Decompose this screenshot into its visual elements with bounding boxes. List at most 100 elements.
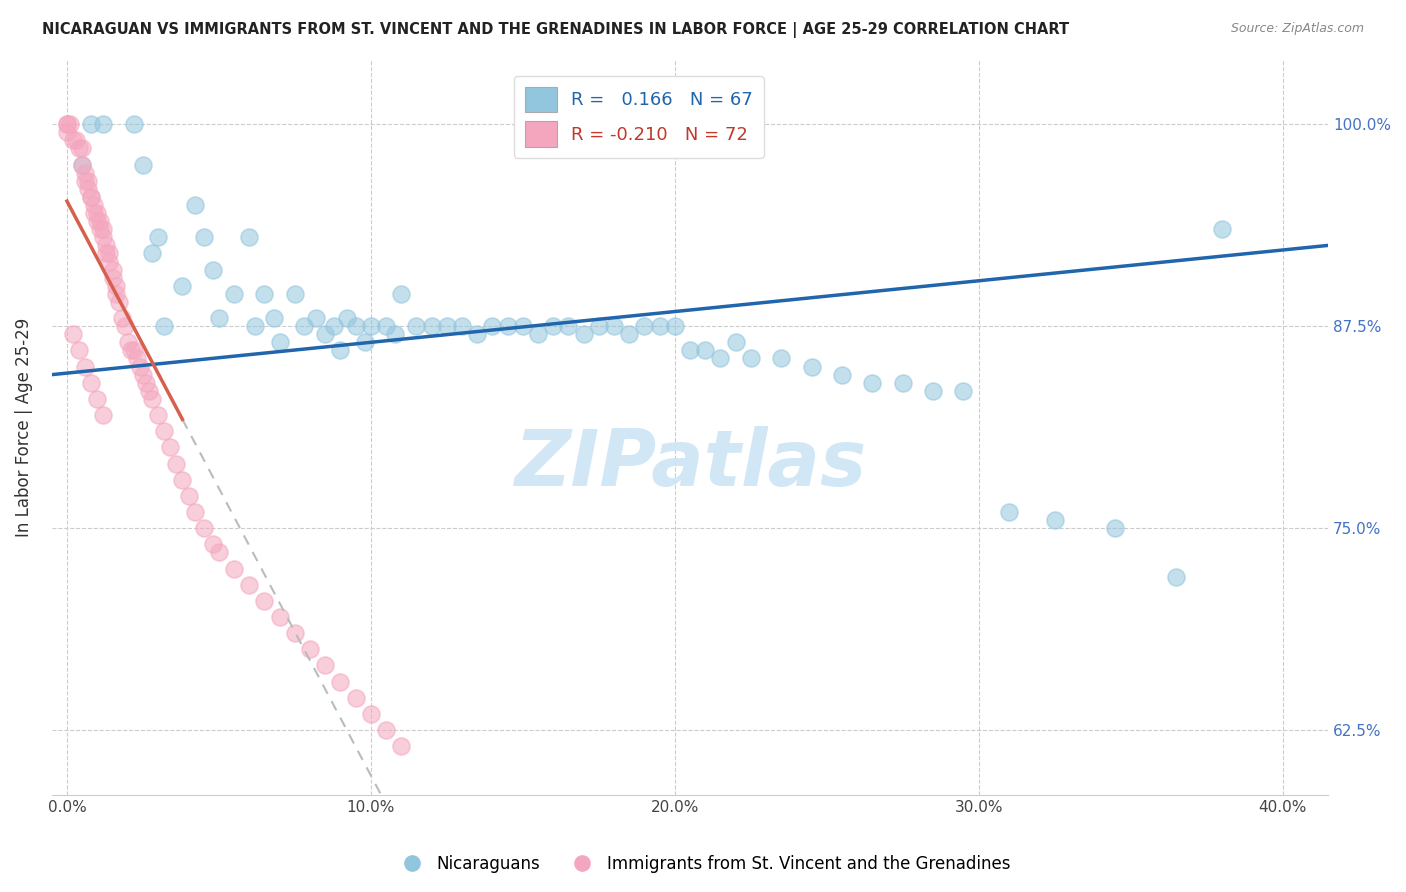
Point [193,230,215,244]
Point [481,319,503,334]
Y-axis label: In Labor Force | Age 25-29: In Labor Force | Age 25-29 [15,318,32,537]
Point [201,537,224,551]
Point [527,327,550,342]
Point [603,319,626,334]
Point [1166,569,1188,583]
Point [56,117,79,131]
Point [70,158,93,172]
Point [125,351,148,366]
Point [101,262,124,277]
Point [329,343,352,358]
Point [67,343,90,358]
Point [86,214,108,228]
Point [172,278,194,293]
Point [93,408,115,422]
Point [101,270,124,285]
Point [165,457,187,471]
Point [208,545,231,559]
Point [141,392,163,406]
Point [344,690,367,705]
Point [62,133,84,147]
Point [98,246,121,260]
Point [1104,521,1126,535]
Point [405,319,427,334]
Point [153,424,176,438]
Point [201,262,224,277]
Point [177,489,200,503]
Point [98,254,121,268]
Text: ZIPatlas: ZIPatlas [513,425,866,502]
Point [75,359,97,374]
Point [384,327,406,342]
Point [80,190,103,204]
Point [238,577,260,591]
Point [75,166,97,180]
Point [299,642,322,657]
Point [77,182,100,196]
Point [86,206,108,220]
Point [96,238,118,252]
Point [93,230,115,244]
Point [56,125,79,139]
Point [253,594,276,608]
Point [263,311,285,326]
Point [648,319,671,334]
Point [633,319,655,334]
Point [132,368,155,382]
Point [70,158,93,172]
Point [104,278,127,293]
Point [75,174,97,188]
Point [183,198,205,212]
Point [70,141,93,155]
Point [89,214,111,228]
Point [329,674,352,689]
Point [405,844,427,858]
Point [420,319,443,334]
Point [360,706,382,721]
Point [193,521,215,535]
Point [245,319,267,334]
Point [353,335,375,350]
Point [86,392,108,406]
Point [664,319,686,334]
Point [80,190,103,204]
Point [117,335,139,350]
Point [222,286,245,301]
Point [56,117,79,131]
Point [238,230,260,244]
Point [120,343,142,358]
Point [314,658,336,673]
Text: NICARAGUAN VS IMMIGRANTS FROM ST. VINCENT AND THE GRENADINES IN LABOR FORCE | AG: NICARAGUAN VS IMMIGRANTS FROM ST. VINCEN… [42,22,1070,38]
Point [153,319,176,334]
Point [89,222,111,236]
Point [770,351,793,366]
Point [451,319,474,334]
Point [323,319,346,334]
Point [128,359,150,374]
Point [512,319,534,334]
Point [998,505,1021,519]
Point [588,319,610,334]
Point [141,246,163,260]
Point [93,222,115,236]
Point [80,117,103,131]
Point [284,286,307,301]
Point [269,610,291,624]
Point [80,376,103,390]
Point [77,174,100,188]
Legend: Nicaraguans, Immigrants from St. Vincent and the Grenadines: Nicaraguans, Immigrants from St. Vincent… [388,848,1018,880]
Point [111,311,134,326]
Point [96,246,118,260]
Point [67,141,90,155]
Point [83,198,105,212]
Point [724,335,747,350]
Point [709,351,731,366]
Point [389,286,412,301]
Point [436,319,458,334]
Point [138,384,160,398]
Point [389,739,412,754]
Point [122,117,145,131]
Point [375,723,398,737]
Point [695,343,717,358]
Point [159,441,181,455]
